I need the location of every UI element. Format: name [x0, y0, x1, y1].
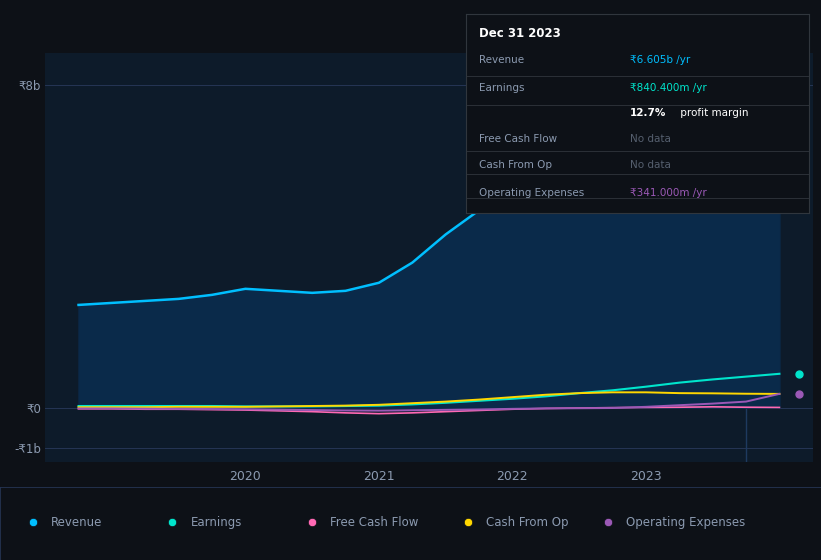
Text: ₹840.400m /yr: ₹840.400m /yr	[631, 82, 707, 92]
Text: profit margin: profit margin	[677, 109, 748, 118]
Text: Earnings: Earnings	[190, 516, 242, 529]
Text: ₹6.605b /yr: ₹6.605b /yr	[631, 55, 690, 65]
Text: No data: No data	[631, 160, 671, 170]
Text: Operating Expenses: Operating Expenses	[479, 188, 585, 198]
Text: Earnings: Earnings	[479, 82, 525, 92]
Text: ₹341.000m /yr: ₹341.000m /yr	[631, 188, 707, 198]
Text: Cash From Op: Cash From Op	[486, 516, 568, 529]
Text: 12.7%: 12.7%	[631, 109, 667, 118]
Text: No data: No data	[631, 134, 671, 144]
Text: Dec 31 2023: Dec 31 2023	[479, 27, 561, 40]
Text: Revenue: Revenue	[479, 55, 525, 65]
Text: Revenue: Revenue	[51, 516, 103, 529]
Text: Cash From Op: Cash From Op	[479, 160, 553, 170]
Text: Operating Expenses: Operating Expenses	[626, 516, 745, 529]
Text: Free Cash Flow: Free Cash Flow	[479, 134, 557, 144]
Text: Free Cash Flow: Free Cash Flow	[330, 516, 419, 529]
